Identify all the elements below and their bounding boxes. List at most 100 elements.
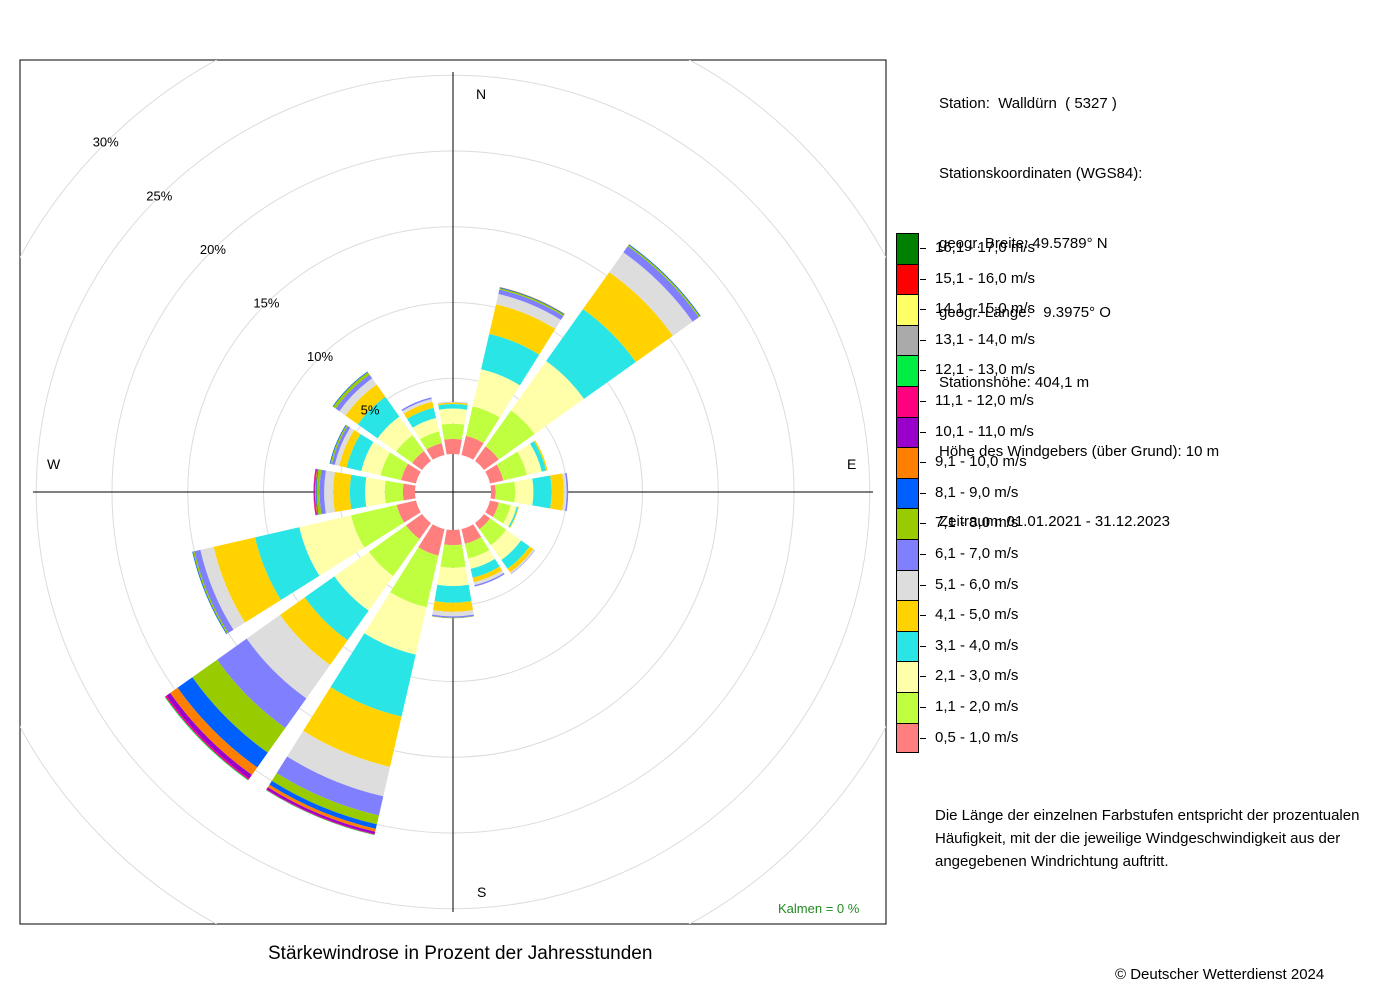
- sector-S-class-8: [431, 616, 475, 619]
- legend-label: 0,5 - 1,0 m/s: [935, 728, 1019, 746]
- time-period: Zeitraum: 01.01.2021 - 31.12.2023: [939, 512, 1170, 530]
- legend-label: 8,1 - 9,0 m/s: [935, 483, 1019, 501]
- sector-NNW-class-4: [407, 407, 437, 428]
- sector-WSW-class-3: [299, 515, 365, 576]
- station-elevation: Stationshöhe: 404,1 m: [939, 373, 1090, 391]
- sector-SSW-class-6: [287, 730, 391, 797]
- legend-label: 13,1 - 14,0 m/s: [935, 330, 1036, 348]
- sector-ONO-class-1: [485, 464, 504, 484]
- sector-OSO-class-3: [503, 505, 517, 527]
- legend-tick: [920, 523, 926, 525]
- legend-swatch: [896, 722, 919, 754]
- sector-SW-class-9: [177, 677, 268, 768]
- sector-NO-class-7: [623, 246, 699, 322]
- legend-tick: [920, 737, 926, 739]
- compass-s: S: [477, 884, 486, 900]
- sector-SO-class-3: [490, 529, 522, 561]
- legend-tick: [920, 645, 926, 647]
- sector-NW-class-1: [412, 451, 431, 470]
- legend-tick: [920, 554, 926, 555]
- sector-NNO-class-2: [465, 406, 500, 444]
- legend-label: 2,1 - 3,0 m/s: [935, 667, 1019, 685]
- sector-NW-class-4: [357, 396, 400, 439]
- legend-label: 5,1 - 6,0 m/s: [935, 575, 1019, 593]
- legend-swatch: [896, 324, 919, 356]
- sector-W-class-2: [384, 480, 404, 504]
- station-coords-heading: Stationskoordinaten (WGS84):: [939, 165, 1143, 182]
- sector-NNO-class-6: [495, 293, 561, 329]
- sector-W-class-10: [315, 468, 318, 516]
- legend-item: 10,1 - 11,0 m/s: [896, 416, 1196, 448]
- sector-SO-class-1: [475, 514, 491, 530]
- legend-swatch: [896, 630, 919, 662]
- sensor-height: Höhe des Windgebers (über Grund): 10 m: [939, 443, 1220, 461]
- legend-label: 6,1 - 7,0 m/s: [935, 545, 1019, 562]
- sector-N-class-2: [441, 423, 465, 440]
- wind-sectors: [164, 244, 701, 836]
- sector-W-class-6: [324, 470, 335, 514]
- sector-SO-class-6: [510, 549, 535, 574]
- sector-W-class-11: [314, 468, 317, 516]
- station-info: Station: Walldürn ( 5327 ) Stationskoord…: [939, 46, 1219, 556]
- legend-item: 9,1 - 10,0 m/s: [896, 447, 1196, 478]
- legend-label: 12,1 - 13,0 m/s: [935, 361, 1036, 379]
- sector-S-class-4: [434, 584, 472, 603]
- compass-n: N: [476, 86, 486, 102]
- sector-NNW-class-7: [401, 397, 432, 412]
- station-name: Station: Walldürn ( 5327 ): [939, 95, 1117, 113]
- sector-WNW-class-9: [329, 424, 347, 464]
- radial-tick-labels: 5% 10% 15% 20% 25% 30%: [93, 135, 380, 418]
- legend-label: 9,1 - 10,0 m/s: [935, 453, 1027, 471]
- sector-NNO-class-3: [472, 369, 520, 418]
- sector-S-class-1: [444, 529, 462, 546]
- sector-NO-class-1: [475, 446, 499, 470]
- legend-swatch: [896, 539, 919, 570]
- sector-WNW-class-5: [339, 429, 361, 468]
- legend-item: 3,1 - 4,0 m/s: [896, 630, 1196, 662]
- sector-SSW-class-1: [418, 524, 445, 556]
- sector-WNW-class-8: [330, 425, 348, 465]
- sector-SSW-class-3: [364, 592, 427, 655]
- sector-NO-class-3: [510, 361, 584, 435]
- sector-NNW-class-3: [412, 418, 440, 440]
- sector-NNW-class-6: [402, 398, 433, 414]
- legend-item: 5,1 - 6,0 m/s: [896, 569, 1196, 601]
- sector-SW-class-1: [405, 514, 431, 540]
- sector-O-class-6: [562, 473, 567, 511]
- sector-N-class-1: [444, 438, 462, 455]
- sector-W-class-4: [349, 474, 367, 510]
- legend-label: 1,1 - 2,0 m/s: [935, 698, 1019, 715]
- legend-swatch: [896, 661, 919, 692]
- legend-swatch: [896, 477, 919, 509]
- sector-N-class-5: [438, 402, 468, 406]
- sector-NNO-class-8: [499, 288, 565, 317]
- sector-WSW-class-6: [200, 546, 245, 630]
- sector-ONO-class-5: [533, 440, 548, 471]
- legend-label: 4,1 - 5,0 m/s: [935, 606, 1019, 624]
- sector-W-class-5: [333, 472, 352, 512]
- sector-W-class-7: [319, 469, 326, 515]
- sector-WSW-class-7: [194, 549, 234, 633]
- legend-swatch: [896, 447, 919, 478]
- radial-tick-label: 30%: [93, 135, 119, 150]
- sector-SW-class-10: [170, 687, 258, 775]
- station-latitude: geogr. Breite: 49.5789° N: [939, 234, 1108, 252]
- sector-SW-class-6: [246, 614, 331, 699]
- sector-SSW-class-9: [269, 780, 377, 829]
- legend-swatch: [896, 294, 919, 325]
- compass-e: E: [847, 456, 856, 472]
- sector-SSO-class-3: [468, 549, 495, 569]
- sector-W-class-1: [402, 483, 416, 501]
- sector-SO-class-5: [507, 546, 534, 573]
- sector-SSW-class-10: [267, 784, 376, 832]
- legend-swatch: [896, 233, 919, 264]
- legend-label: 14,1 - 15,0 m/s: [935, 300, 1036, 318]
- sector-NW-class-6: [339, 378, 377, 416]
- compass-w: W: [47, 456, 61, 472]
- legend-swatch: [896, 263, 919, 295]
- sector-SO-class-4: [501, 540, 530, 569]
- legend-item: 14,1 - 15,0 m/s: [896, 294, 1196, 325]
- legend-tick: [920, 462, 926, 464]
- radial-tick-label: 20%: [200, 242, 226, 257]
- sector-S-class-2: [440, 544, 466, 568]
